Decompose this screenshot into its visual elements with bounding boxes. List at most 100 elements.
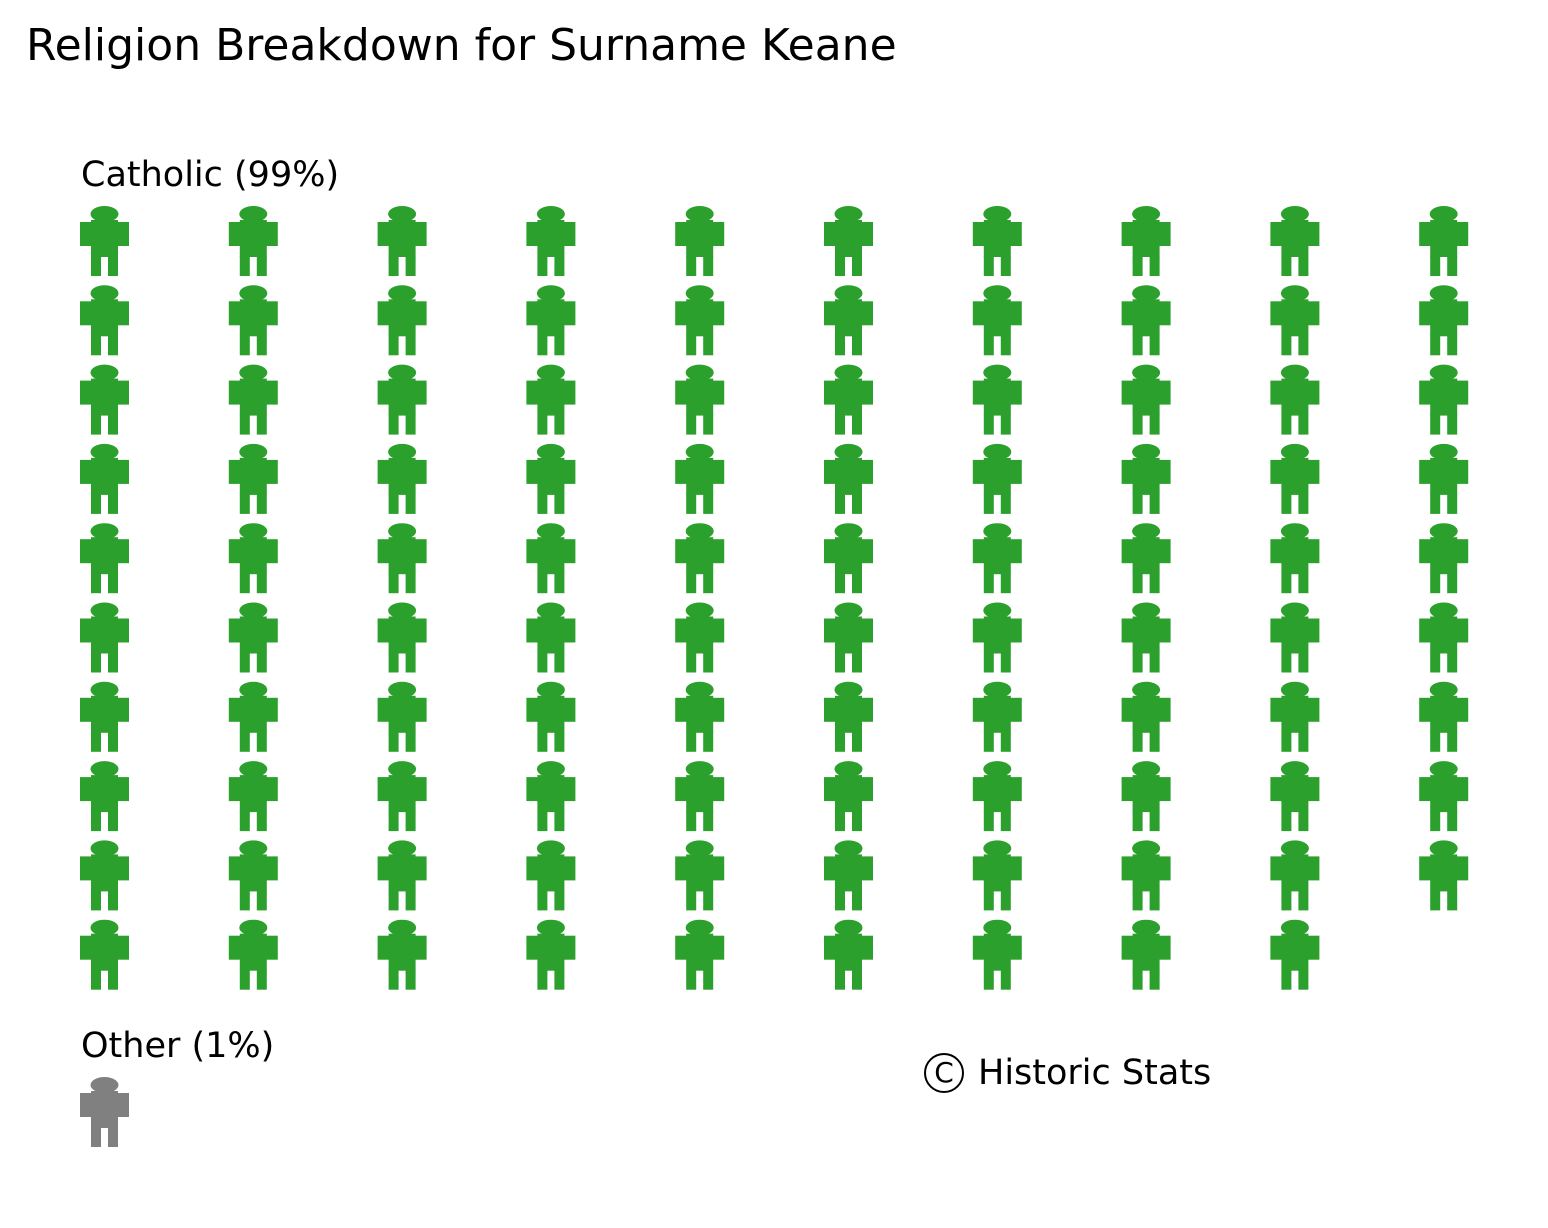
person-icon-catholic-99 [1419,840,1469,911]
person-icon-catholic-51 [824,206,873,276]
person-icon-catholic-88 [1270,761,1320,832]
person-icon-other-1 [80,1077,129,1147]
person-icon-catholic-15 [228,523,278,594]
person-icon-catholic-13 [228,364,278,435]
person-icon-catholic-58 [824,761,873,832]
person-icon-catholic-50 [675,919,725,990]
person-icon-catholic-2 [80,285,129,356]
person-icon-catholic-95 [1419,523,1469,594]
person-icon-catholic-36 [526,602,576,673]
person-icon-catholic-32 [526,285,576,356]
person-icon-catholic-28 [377,761,427,832]
person-icon-catholic-27 [377,681,427,752]
person-icon-catholic-59 [824,840,873,911]
person-icon-catholic-20 [228,919,278,990]
person-icon-catholic-69 [972,840,1022,911]
person-icon-catholic-26 [377,602,427,673]
person-icon-catholic-44 [675,443,725,514]
person-icon-catholic-94 [1419,443,1469,514]
person-icon-catholic-14 [228,443,278,514]
person-icon-catholic-25 [377,523,427,594]
person-icon-catholic-18 [228,761,278,832]
copyright-icon: C [924,1053,964,1093]
person-icon-catholic-84 [1270,443,1320,514]
person-icon-catholic-86 [1270,602,1320,673]
person-icon-catholic-31 [526,206,576,276]
person-icon-catholic-4 [80,443,129,514]
person-icon-catholic-39 [526,840,576,911]
person-icon-catholic-6 [80,602,129,673]
person-icon-catholic-19 [228,840,278,911]
person-icon-catholic-40 [526,919,576,990]
person-icon-catholic-60 [824,919,873,990]
person-icon-catholic-57 [824,681,873,752]
person-icon-catholic-7 [80,681,129,752]
person-icon-catholic-66 [972,602,1022,673]
person-icon-catholic-98 [1419,761,1469,832]
person-icon-catholic-70 [972,919,1022,990]
person-icon-catholic-52 [824,285,873,356]
person-icon-catholic-55 [824,523,873,594]
person-icon-catholic-12 [228,285,278,356]
person-icon-catholic-68 [972,761,1022,832]
person-icon-catholic-75 [1121,523,1171,594]
person-icon-catholic-3 [80,364,129,435]
person-icon-catholic-64 [972,443,1022,514]
person-icon-catholic-42 [675,285,725,356]
person-icon-catholic-72 [1121,285,1171,356]
person-icon-catholic-74 [1121,443,1171,514]
person-icon-catholic-45 [675,523,725,594]
person-icon-catholic-79 [1121,840,1171,911]
person-icon-catholic-17 [228,681,278,752]
person-icon-catholic-41 [675,206,725,276]
copyright-notice: C Historic Stats [924,1050,1211,1096]
person-icon-catholic-5 [80,523,129,594]
person-icon-catholic-76 [1121,602,1171,673]
person-icon-catholic-91 [1419,206,1469,276]
person-icon-catholic-77 [1121,681,1171,752]
legend-label-catholic: Catholic (99%) [81,155,340,195]
person-icon-catholic-93 [1419,364,1469,435]
person-icon-catholic-43 [675,364,725,435]
person-icon-catholic-61 [972,206,1022,276]
person-icon-catholic-97 [1419,681,1469,752]
person-icon-catholic-62 [972,285,1022,356]
person-icon-catholic-8 [80,761,129,832]
person-icon-catholic-92 [1419,285,1469,356]
person-icon-catholic-22 [377,285,427,356]
copyright-text: Historic Stats [978,1053,1212,1093]
person-icon-catholic-65 [972,523,1022,594]
person-icon-catholic-23 [377,364,427,435]
chart-title: Religion Breakdown for Surname Keane [26,20,897,71]
person-icon-catholic-54 [824,443,873,514]
person-icon-catholic-9 [80,840,129,911]
legend-label-other: Other (1%) [81,1026,275,1066]
person-icon-catholic-85 [1270,523,1320,594]
person-icon-catholic-1 [80,206,129,276]
person-icon-catholic-37 [526,681,576,752]
person-icon-catholic-10 [80,919,129,990]
person-icon-catholic-16 [228,602,278,673]
person-icon-catholic-30 [377,919,427,990]
person-icon-catholic-11 [228,206,278,276]
person-icon-catholic-73 [1121,364,1171,435]
person-icon-catholic-33 [526,364,576,435]
person-icon-catholic-87 [1270,681,1320,752]
person-icon-catholic-82 [1270,285,1320,356]
person-icon-catholic-83 [1270,364,1320,435]
person-icon-catholic-78 [1121,761,1171,832]
person-icon-catholic-35 [526,523,576,594]
person-icon-catholic-56 [824,602,873,673]
person-icon-catholic-38 [526,761,576,832]
person-icon-catholic-81 [1270,206,1320,276]
person-icon-catholic-80 [1121,919,1171,990]
person-icon-catholic-29 [377,840,427,911]
person-icon-catholic-48 [675,761,725,832]
person-icon-catholic-53 [824,364,873,435]
person-icon-catholic-89 [1270,840,1320,911]
person-icon-catholic-49 [675,840,725,911]
person-icon-catholic-24 [377,443,427,514]
person-icon-catholic-34 [526,443,576,514]
person-icon-catholic-47 [675,681,725,752]
